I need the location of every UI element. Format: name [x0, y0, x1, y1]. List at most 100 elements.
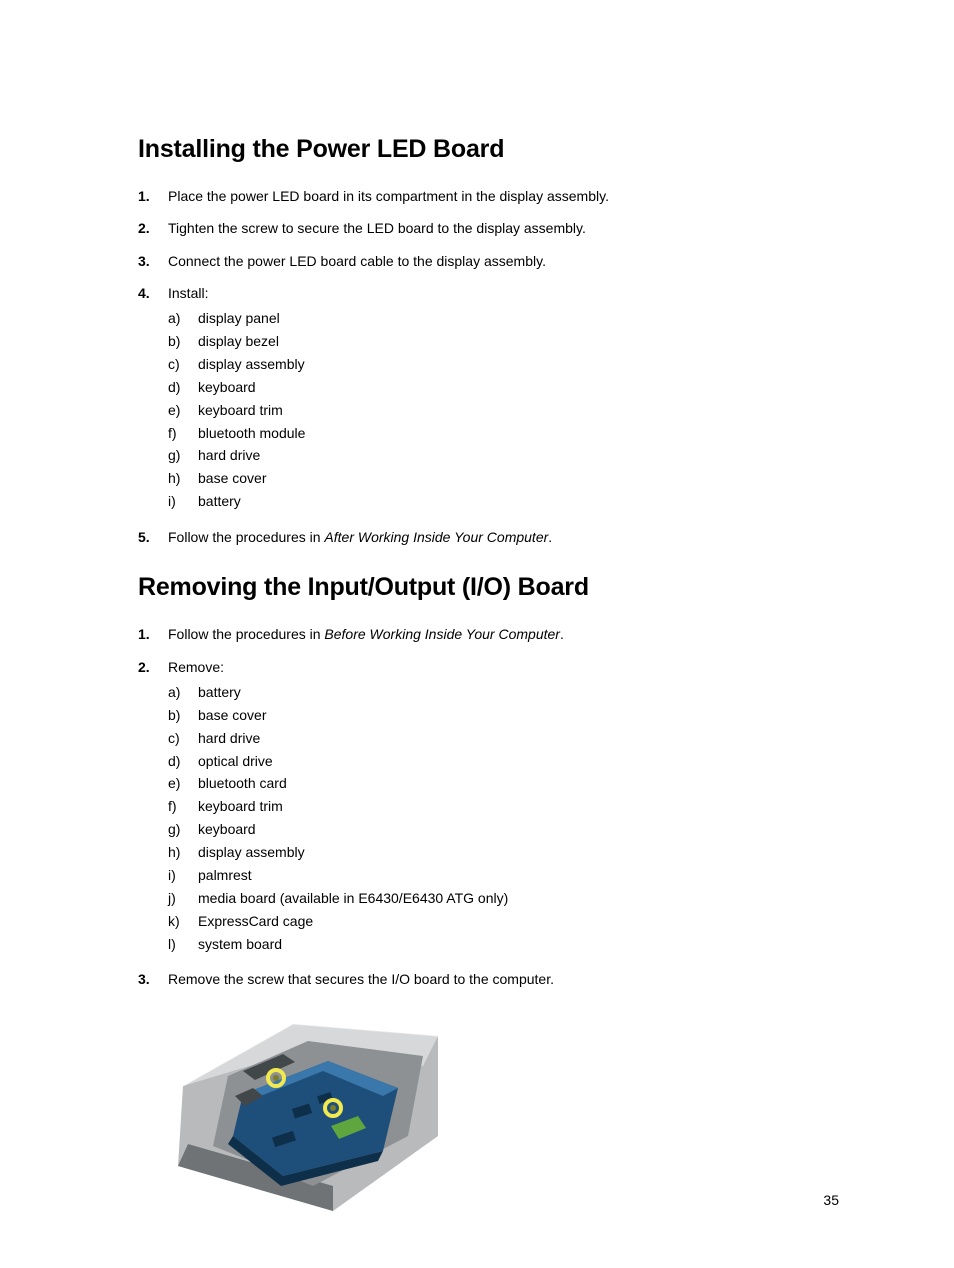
step-number: 2.: [138, 657, 168, 677]
sub-text: palmrest: [198, 866, 252, 886]
sub-text: battery: [198, 492, 241, 512]
step-text: Follow the procedures in After Working I…: [168, 527, 839, 547]
sub-text: ExpressCard cage: [198, 912, 313, 932]
sub-item: g)hard drive: [168, 446, 839, 466]
sub-letter: f): [168, 424, 198, 444]
step-text-em: After Working Inside Your Computer: [324, 529, 548, 545]
sub-letter: b): [168, 332, 198, 352]
sub-item: a)display panel: [168, 309, 839, 329]
sub-item: d)keyboard: [168, 378, 839, 398]
sub-letter: f): [168, 797, 198, 817]
sub-text: display assembly: [198, 843, 305, 863]
sub-letter: k): [168, 912, 198, 932]
sub-letter: a): [168, 683, 198, 703]
step-text-em: Before Working Inside Your Computer: [324, 626, 560, 642]
step-text-pre: Follow the procedures in: [168, 626, 324, 642]
sub-text: display bezel: [198, 332, 279, 352]
sub-text: bluetooth card: [198, 774, 287, 794]
section1-steps: 1. Place the power LED board in its comp…: [138, 186, 839, 547]
step-intro: Remove:: [168, 659, 224, 675]
step-item: 5. Follow the procedures in After Workin…: [138, 527, 839, 547]
sub-text: hard drive: [198, 446, 260, 466]
sub-text: keyboard trim: [198, 401, 283, 421]
sub-letter: d): [168, 378, 198, 398]
section1-title: Installing the Power LED Board: [138, 135, 839, 164]
sub-item: c)display assembly: [168, 355, 839, 375]
sub-item: d)optical drive: [168, 752, 839, 772]
sub-text: display assembly: [198, 355, 305, 375]
sub-letter: l): [168, 935, 198, 955]
page: Installing the Power LED Board 1. Place …: [0, 0, 954, 1268]
step-number: 5.: [138, 527, 168, 547]
sub-list: a)display panel b)display bezel c)displa…: [168, 309, 839, 512]
step-item: 4. Install: a)display panel b)display be…: [138, 283, 839, 515]
step-text: Place the power LED board in its compart…: [168, 186, 839, 206]
sub-item: g)keyboard: [168, 820, 839, 840]
sub-item: h)display assembly: [168, 843, 839, 863]
sub-letter: i): [168, 866, 198, 886]
sub-text: keyboard: [198, 820, 256, 840]
section2-title: Removing the Input/Output (I/O) Board: [138, 573, 839, 602]
sub-letter: g): [168, 820, 198, 840]
step-number: 2.: [138, 218, 168, 238]
sub-letter: c): [168, 355, 198, 375]
sub-letter: a): [168, 309, 198, 329]
step-number: 3.: [138, 969, 168, 989]
step-text-pre: Follow the procedures in: [168, 529, 324, 545]
sub-item: i)palmrest: [168, 866, 839, 886]
step-text-post: .: [548, 529, 552, 545]
sub-item: e)keyboard trim: [168, 401, 839, 421]
sub-letter: h): [168, 469, 198, 489]
sub-text: hard drive: [198, 729, 260, 749]
sub-item: e)bluetooth card: [168, 774, 839, 794]
step-text: Connect the power LED board cable to the…: [168, 251, 839, 271]
sub-letter: c): [168, 729, 198, 749]
sub-text: keyboard trim: [198, 797, 283, 817]
sub-text: display panel: [198, 309, 280, 329]
step-intro: Install:: [168, 285, 208, 301]
sub-item: i)battery: [168, 492, 839, 512]
sub-item: b)display bezel: [168, 332, 839, 352]
sub-item: f)bluetooth module: [168, 424, 839, 444]
sub-text: optical drive: [198, 752, 273, 772]
step-number: 3.: [138, 251, 168, 271]
step-item: 2. Tighten the screw to secure the LED b…: [138, 218, 839, 238]
step-text: Install: a)display panel b)display bezel…: [168, 283, 839, 515]
step-text: Remove: a)battery b)base cover c)hard dr…: [168, 657, 839, 958]
sub-item: k)ExpressCard cage: [168, 912, 839, 932]
step-text: Tighten the screw to secure the LED boar…: [168, 218, 839, 238]
step-item: 1. Place the power LED board in its comp…: [138, 186, 839, 206]
sub-text: base cover: [198, 469, 266, 489]
section2-steps: 1. Follow the procedures in Before Worki…: [138, 624, 839, 989]
sub-text: base cover: [198, 706, 266, 726]
sub-text: bluetooth module: [198, 424, 305, 444]
io-board-figure: [173, 1016, 441, 1216]
step-number: 4.: [138, 283, 168, 303]
sub-letter: h): [168, 843, 198, 863]
sub-text: battery: [198, 683, 241, 703]
sub-text: keyboard: [198, 378, 256, 398]
sub-item: j)media board (available in E6430/E6430 …: [168, 889, 839, 909]
step-text: Remove the screw that secures the I/O bo…: [168, 969, 839, 989]
sub-letter: i): [168, 492, 198, 512]
step-text: Follow the procedures in Before Working …: [168, 624, 839, 644]
sub-item: a)battery: [168, 683, 839, 703]
step-text-post: .: [560, 626, 564, 642]
sub-letter: e): [168, 774, 198, 794]
step-item: 3. Remove the screw that secures the I/O…: [138, 969, 839, 989]
sub-item: c)hard drive: [168, 729, 839, 749]
sub-letter: e): [168, 401, 198, 421]
sub-item: h)base cover: [168, 469, 839, 489]
step-item: 1. Follow the procedures in Before Worki…: [138, 624, 839, 644]
sub-list: a)battery b)base cover c)hard drive d)op…: [168, 683, 839, 955]
step-number: 1.: [138, 186, 168, 206]
sub-letter: g): [168, 446, 198, 466]
sub-letter: j): [168, 889, 198, 909]
step-item: 2. Remove: a)battery b)base cover c)hard…: [138, 657, 839, 958]
sub-text: system board: [198, 935, 282, 955]
sub-item: f)keyboard trim: [168, 797, 839, 817]
sub-letter: b): [168, 706, 198, 726]
step-number: 1.: [138, 624, 168, 644]
sub-item: l)system board: [168, 935, 839, 955]
sub-letter: d): [168, 752, 198, 772]
